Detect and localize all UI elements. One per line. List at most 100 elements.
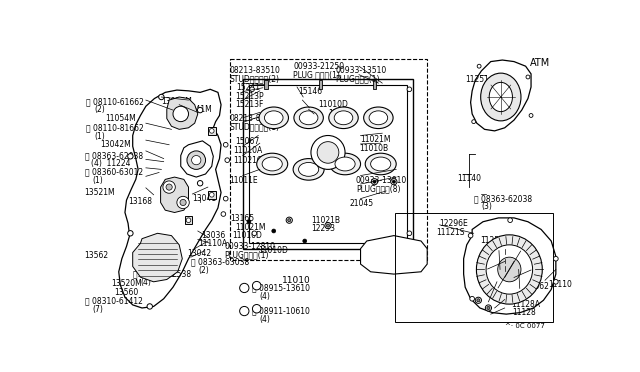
Text: (4)  11224: (4) 11224: [91, 159, 131, 169]
Text: 11021G: 11021G: [234, 155, 263, 164]
Text: (12): (12): [499, 290, 514, 299]
Text: 00933-13510: 00933-13510: [336, 66, 387, 75]
Ellipse shape: [298, 163, 319, 176]
Ellipse shape: [329, 107, 358, 129]
Circle shape: [239, 307, 249, 316]
Text: 15241: 15241: [237, 83, 260, 92]
Bar: [230, 58, 428, 260]
Text: 13035M: 13035M: [161, 97, 192, 106]
Text: Ⓢ 08360-63012: Ⓢ 08360-63012: [84, 168, 143, 177]
Bar: [395, 212, 553, 322]
Text: 11054M: 11054M: [105, 114, 136, 123]
Ellipse shape: [259, 107, 289, 129]
Text: 13520M: 13520M: [111, 279, 141, 289]
Text: 13560: 13560: [114, 288, 138, 297]
Circle shape: [485, 305, 492, 311]
Text: Ⓢ 08363-62038: Ⓢ 08363-62038: [474, 194, 532, 203]
Circle shape: [209, 129, 214, 133]
Bar: [264, 80, 268, 89]
Text: 11010B: 11010B: [359, 144, 388, 153]
Bar: [373, 80, 376, 89]
Ellipse shape: [365, 153, 396, 175]
Circle shape: [223, 142, 228, 147]
Circle shape: [476, 297, 481, 303]
Polygon shape: [119, 89, 221, 308]
Text: 15213P: 15213P: [235, 92, 264, 100]
Circle shape: [159, 94, 164, 100]
Text: 11128: 11128: [513, 308, 536, 317]
Circle shape: [311, 135, 345, 169]
Text: 13042M: 13042M: [100, 140, 131, 149]
Text: STUDスタッド(1): STUDスタッド(1): [230, 122, 280, 131]
Circle shape: [252, 231, 257, 235]
Circle shape: [239, 283, 249, 293]
Polygon shape: [360, 235, 428, 274]
Circle shape: [371, 179, 378, 185]
Text: 21045: 21045: [349, 199, 374, 208]
Text: (1): (1): [94, 132, 105, 141]
Text: (4): (4): [260, 292, 271, 301]
Text: 12296: 12296: [511, 254, 535, 263]
Text: Ⓢ 08363-63038: Ⓢ 08363-63038: [191, 257, 249, 266]
Text: 00933-12810: 00933-12810: [224, 242, 275, 251]
Circle shape: [197, 180, 203, 186]
Text: 00933-21250: 00933-21250: [293, 62, 344, 71]
Text: Ⓝ 08911-10610: Ⓝ 08911-10610: [252, 307, 310, 315]
Circle shape: [286, 217, 292, 223]
Ellipse shape: [498, 257, 521, 282]
Circle shape: [223, 196, 228, 201]
Circle shape: [508, 218, 513, 222]
Text: PLUG プラグ(1): PLUG プラグ(1): [293, 70, 340, 79]
Circle shape: [487, 307, 490, 310]
Circle shape: [326, 224, 330, 227]
Circle shape: [554, 279, 558, 284]
Ellipse shape: [257, 153, 288, 175]
Text: 11010D: 11010D: [259, 246, 288, 254]
Ellipse shape: [476, 235, 542, 304]
Circle shape: [373, 180, 376, 183]
Text: (2): (2): [94, 106, 105, 115]
Circle shape: [209, 192, 214, 197]
Ellipse shape: [334, 111, 353, 125]
Text: ^· 0C 0077: ^· 0C 0077: [505, 323, 545, 329]
Circle shape: [180, 199, 186, 206]
Text: (1): (1): [92, 176, 103, 185]
Text: 13166: 13166: [328, 109, 352, 118]
Polygon shape: [180, 141, 213, 177]
Text: Ⓢ 08363-62038: Ⓢ 08363-62038: [84, 151, 143, 160]
Circle shape: [187, 151, 205, 169]
Circle shape: [529, 113, 533, 118]
Ellipse shape: [294, 107, 323, 129]
Text: 15146: 15146: [298, 87, 323, 96]
Text: 15213F: 15213F: [235, 100, 264, 109]
Text: 11251: 11251: [480, 235, 504, 245]
Circle shape: [391, 179, 397, 185]
Text: (4): (4): [260, 315, 271, 324]
Circle shape: [177, 196, 189, 209]
Text: 11021M: 11021M: [235, 222, 266, 231]
Text: (4): (4): [140, 278, 151, 287]
Ellipse shape: [262, 157, 282, 171]
Text: 13042: 13042: [187, 249, 211, 258]
Circle shape: [392, 180, 396, 183]
Circle shape: [472, 120, 476, 124]
Circle shape: [272, 229, 276, 233]
Text: (7): (7): [92, 305, 103, 314]
Text: 13521M: 13521M: [84, 188, 115, 197]
Circle shape: [127, 154, 133, 159]
Ellipse shape: [481, 73, 521, 121]
Circle shape: [186, 218, 191, 222]
Bar: [243, 79, 413, 249]
Circle shape: [288, 219, 291, 222]
Text: 11128A: 11128A: [511, 299, 540, 308]
Text: Ⓜ 08915-13610: Ⓜ 08915-13610: [252, 283, 310, 292]
Ellipse shape: [264, 111, 283, 125]
Circle shape: [252, 305, 261, 313]
Text: Ⓢ 08363-62538: Ⓢ 08363-62538: [132, 269, 191, 279]
Text: 00933-13010: 00933-13010: [356, 176, 407, 185]
Circle shape: [477, 64, 481, 68]
Circle shape: [325, 222, 331, 229]
Circle shape: [468, 233, 473, 238]
Text: 13165: 13165: [230, 214, 255, 223]
Text: Ⓢ 08310-61412: Ⓢ 08310-61412: [84, 296, 143, 305]
